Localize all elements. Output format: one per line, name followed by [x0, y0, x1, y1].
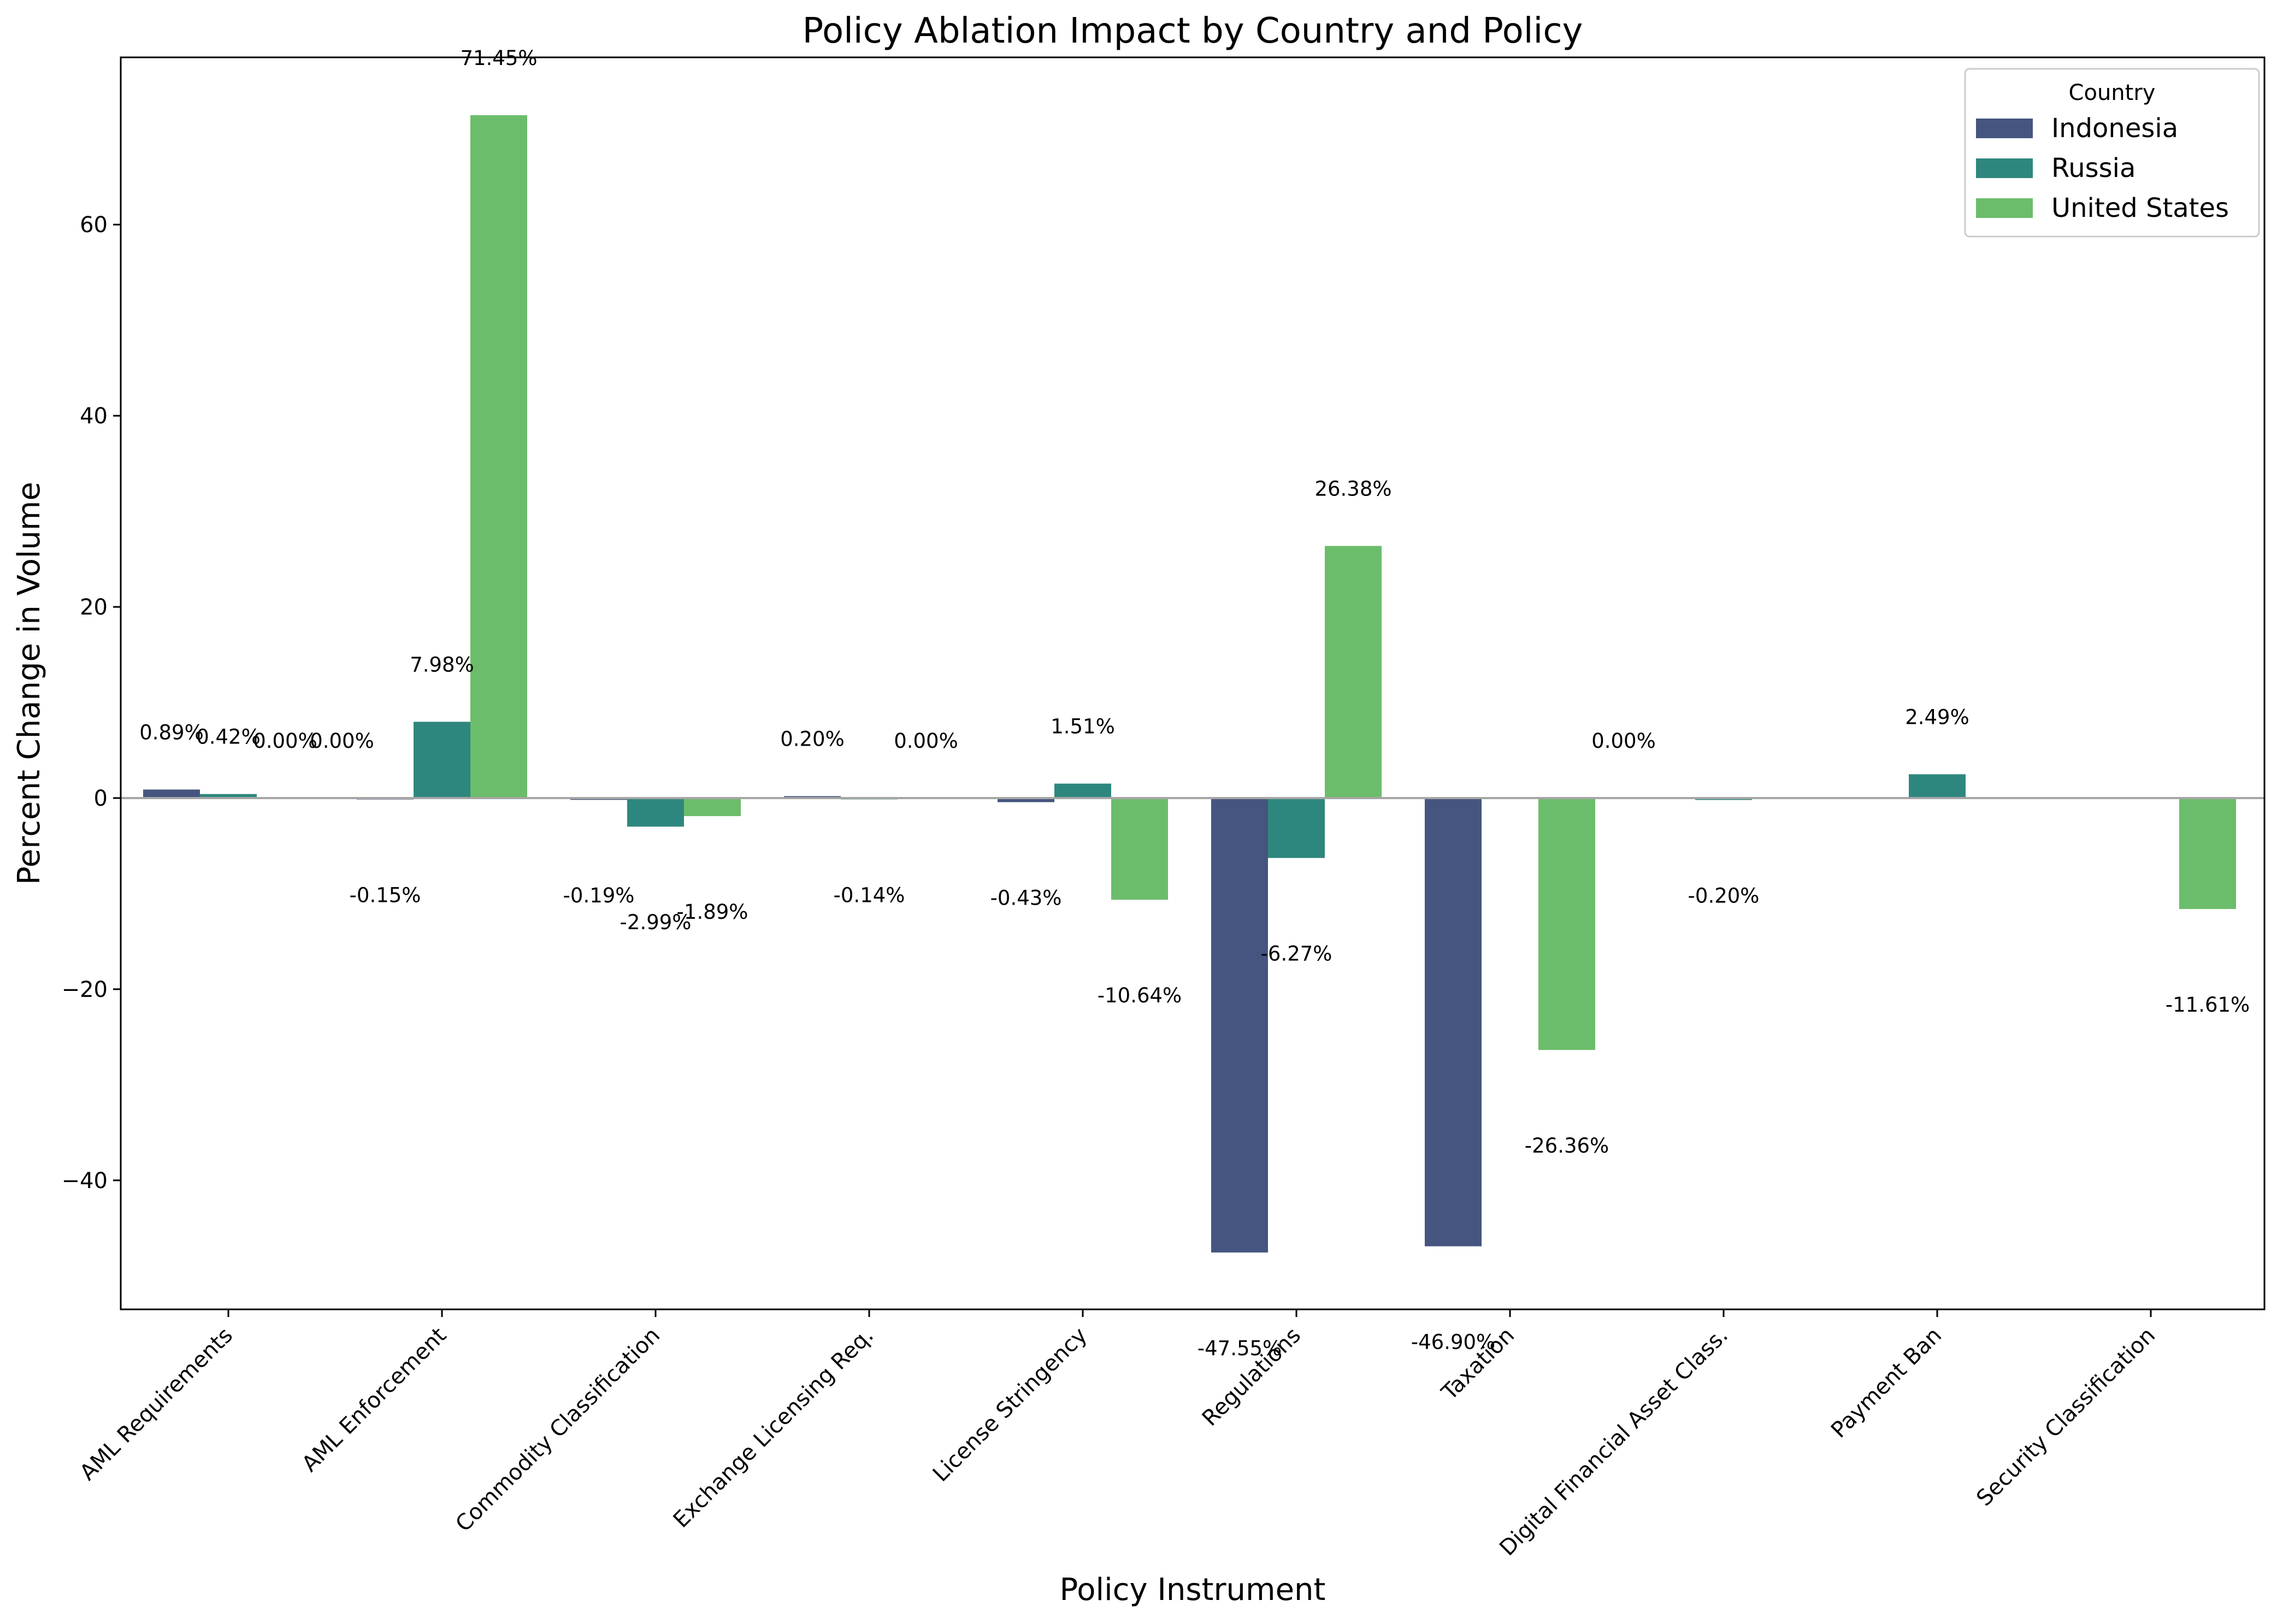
data-label-0-4: -0.43% — [990, 886, 1062, 910]
legend-box — [1964, 68, 2260, 238]
data-label-0-6: -46.90% — [1411, 1330, 1495, 1354]
bar-russia-4 — [1054, 783, 1111, 798]
legend-swatch — [1976, 158, 2033, 178]
data-label-1-7: -0.20% — [1688, 884, 1760, 907]
y-axis-title: Percent Change in Volume — [11, 482, 47, 885]
y-tick-label: 20 — [80, 595, 108, 620]
bar-united-states-1 — [470, 115, 527, 798]
bar-russia-1 — [414, 722, 470, 798]
bar-russia-5 — [1268, 798, 1325, 858]
legend-label: United States — [2051, 193, 2229, 223]
bar-united-states-5 — [1325, 546, 1382, 798]
data-label-0-3: 0.20% — [780, 727, 845, 751]
data-label-1-8: 2.49% — [1905, 705, 1969, 729]
bar-indonesia-0 — [143, 789, 200, 798]
data-label-0-0: 0.89% — [139, 721, 204, 744]
data-label-1-3: -0.14% — [834, 883, 905, 907]
bar-russia-2 — [627, 798, 684, 827]
data-label-0-1: -0.15% — [350, 884, 421, 907]
bar-russia-0 — [200, 794, 257, 798]
bar-united-states-9 — [2179, 798, 2236, 910]
legend-title: Country — [2069, 80, 2156, 105]
plot-area: 0.89% -0.15% -0.19% 0.20% -0.43% -47.55% -46.9… — [120, 46, 2266, 1360]
data-label-0-2: -0.19% — [563, 884, 635, 907]
bar-united-states-2 — [684, 798, 741, 817]
bar-united-states-4 — [1111, 798, 1168, 900]
legend-label: Russia — [2051, 153, 2136, 184]
legend-swatch — [1976, 119, 2033, 138]
data-label-2-0: 0.00% — [253, 729, 317, 753]
y-tick-label: 0 — [94, 786, 108, 811]
y-tick-label: 40 — [80, 404, 108, 429]
chart-title: Policy Ablation Impact by Country and Po… — [803, 11, 1583, 51]
data-label-2-4: -10.64% — [1098, 984, 1182, 1007]
y-tick-label: −40 — [62, 1168, 108, 1194]
data-label-2-3: 0.00% — [894, 729, 958, 753]
legend: Country Indonesia Russia United States — [1964, 68, 2260, 238]
bar-russia-8 — [1909, 774, 1966, 798]
data-label-1-0: 0.42% — [196, 725, 261, 749]
legend-label: Indonesia — [2051, 113, 2178, 144]
data-label-1-2: -2.99% — [620, 911, 692, 934]
data-label-1-1: 7.98% — [410, 653, 474, 676]
data-label-extra-0: 0.00% — [310, 729, 374, 753]
data-label-2-9: -11.61% — [2166, 993, 2250, 1017]
plot-frame — [120, 56, 2266, 1310]
data-label-1-4: 1.51% — [1051, 715, 1115, 739]
data-label-0-5: -47.55% — [1198, 1337, 1282, 1360]
y-axis: −40 −20 0 20 40 60 — [62, 212, 121, 1194]
data-label-extra-1: 0.00% — [1591, 729, 1656, 753]
bar-indonesia-5 — [1211, 798, 1268, 1253]
y-tick-label: −20 — [62, 977, 108, 1002]
bar-united-states-6 — [1538, 798, 1595, 1050]
data-label-2-2: -1.89% — [677, 900, 748, 924]
y-tick-label: 60 — [80, 212, 108, 238]
bar-indonesia-6 — [1425, 798, 1482, 1247]
data-label-1-5: -6.27% — [1261, 942, 1332, 966]
data-label-2-5: 26.38% — [1314, 477, 1391, 500]
bar-indonesia-4 — [998, 798, 1054, 802]
data-label-2-6: -26.36% — [1525, 1134, 1609, 1158]
x-axis-title: Policy Instrument — [1060, 1572, 1326, 1608]
legend-swatch — [1976, 198, 2033, 218]
